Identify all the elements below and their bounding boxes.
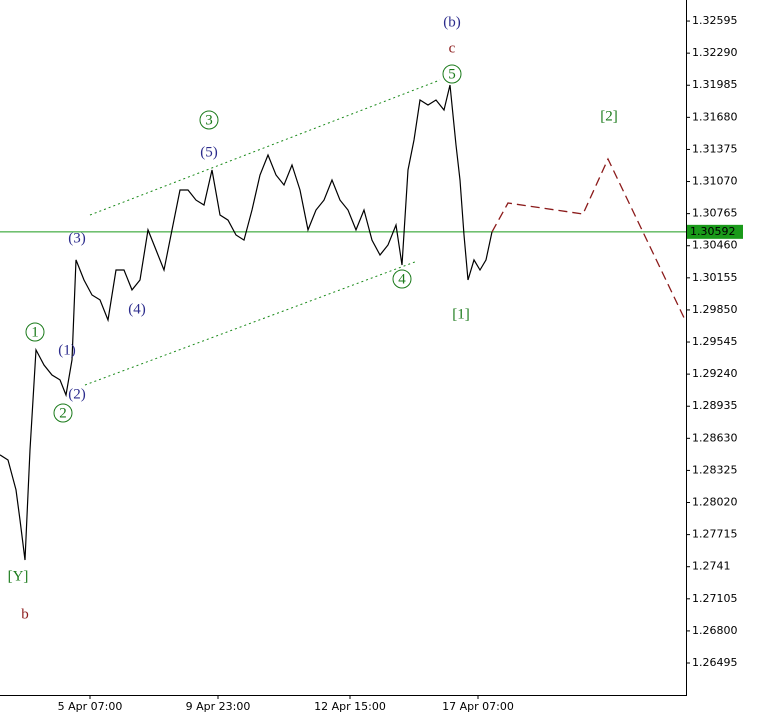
wave-label: (4): [128, 301, 146, 317]
wave-label: 5: [448, 66, 456, 82]
wave-label: 3: [205, 112, 213, 128]
x-tick-label: 9 Apr 23:00: [186, 700, 251, 713]
y-tick-label: 1.29545: [692, 335, 738, 348]
current-price-label: 1.30592: [690, 225, 736, 238]
y-tick-label: 1.31985: [692, 78, 738, 91]
y-tick-label: 1.32595: [692, 14, 738, 27]
x-tick-label: 17 Apr 07:00: [442, 700, 514, 713]
y-tick-label: 1.28630: [692, 431, 738, 444]
wave-circle: [199, 110, 219, 130]
y-tick-label: 1.27715: [692, 528, 738, 541]
channel-line: [84, 261, 416, 386]
y-tick-label: 1.31070: [692, 175, 738, 188]
y-tick-label: 1.26495: [692, 656, 738, 669]
y-tick-label: 1.30460: [692, 239, 738, 252]
wave-label: (3): [68, 230, 86, 246]
wave-label: [2]: [600, 108, 618, 124]
wave-circle: [442, 64, 462, 84]
y-tick-label: 1.28325: [692, 463, 738, 476]
y-tick-label: 1.32290: [692, 46, 738, 59]
y-tick-label: 1.31680: [692, 110, 738, 123]
wave-circle: [392, 269, 412, 289]
y-tick-label: 1.2741: [692, 560, 731, 573]
y-tick-label: 1.27105: [692, 592, 738, 605]
price-line: [0, 84, 493, 561]
wave-label: (1): [58, 342, 76, 358]
x-tick-label: 5 Apr 07:00: [58, 700, 123, 713]
y-tick-label: 1.30765: [692, 207, 738, 220]
y-tick-label: 1.28935: [692, 399, 738, 412]
y-tick-label: 1.28020: [692, 496, 738, 509]
x-tick-label: 12 Apr 15:00: [314, 700, 386, 713]
wave-label: (2): [68, 386, 86, 402]
y-tick-label: 1.29240: [692, 367, 738, 380]
y-tick-label: 1.26800: [692, 624, 738, 637]
wave-label: [1]: [452, 306, 470, 322]
wave-label: b: [21, 606, 29, 622]
current-price-box: [687, 224, 743, 239]
wave-label: 1: [31, 324, 39, 340]
forecast-line: [491, 157, 687, 323]
wave-label: [Y]: [8, 568, 29, 584]
y-tick-label: 1.29850: [692, 303, 738, 316]
wave-label: (5): [200, 144, 218, 160]
wave-label: 2: [59, 405, 67, 421]
wave-circle: [53, 403, 73, 423]
wave-label: c: [449, 40, 456, 56]
wave-circle: [25, 322, 45, 342]
y-tick-label: 1.31375: [692, 142, 738, 155]
y-tick-label: 1.30155: [692, 271, 738, 284]
wave-label: 4: [398, 271, 406, 287]
wave-label: (b): [443, 14, 461, 30]
